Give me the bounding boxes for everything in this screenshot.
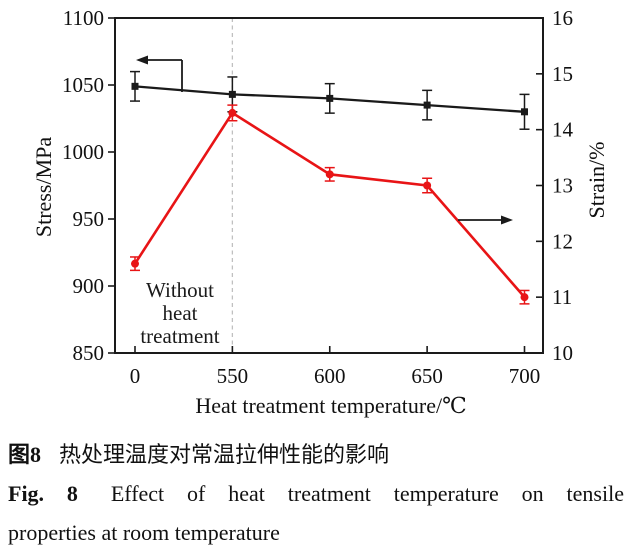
x-axis-tick-label: 650 — [411, 364, 443, 388]
chart-area: 850 900 950 1000 1050 1100 10 11 12 13 14 15 16 0 550 6… — [31, 6, 609, 418]
right-arrowhead-icon — [501, 215, 513, 225]
annotation-without-heat-treatment: Without heat treatment — [140, 278, 220, 348]
right-axis-tick-label: 16 — [552, 6, 573, 30]
caption-line-en-1: Fig. 8 Effect of heat treatment temperat… — [8, 474, 624, 513]
left-axis-tick-label: 950 — [73, 207, 105, 231]
stress-marker-square — [228, 90, 236, 98]
caption-en-text-1: Effect of heat treatment temperature on … — [110, 481, 624, 506]
right-axis-pointer-arrow — [458, 215, 513, 225]
x-axis-tick-label: 600 — [314, 364, 346, 388]
strain-line — [133, 111, 526, 299]
caption-zh-text: 热处理温度对常温拉伸性能的影响 — [59, 442, 390, 467]
left-axis-tick-label: 850 — [73, 341, 105, 365]
left-axis-title: Stress/MPa — [31, 136, 56, 238]
x-axis-tick-label: 0 — [130, 364, 141, 388]
right-axis-tick-label: 15 — [552, 62, 573, 86]
strain-marker-circle — [423, 181, 432, 190]
left-axis-tick-label: 1050 — [62, 73, 104, 97]
strain-marker-circle — [325, 170, 334, 179]
strain-marker-circle — [520, 293, 529, 302]
caption-line-en-2: properties at room temperature — [8, 520, 280, 545]
x-axis-title: Heat treatment temperature/℃ — [195, 393, 467, 418]
strain-marker-circle — [131, 259, 139, 268]
x-axis-tick-label: 550 — [217, 364, 249, 388]
right-axis-tick-label: 13 — [552, 174, 573, 198]
caption-en-prefix: Fig. 8 — [8, 481, 78, 506]
caption-line-zh: 图8 热处理温度对常温拉伸性能的影响 — [8, 435, 624, 474]
right-axis-tick-label: 11 — [552, 285, 572, 309]
right-axis-tick-label: 10 — [552, 341, 573, 365]
caption-zh-prefix: 图8 — [8, 442, 42, 467]
x-axis: 0 550 600 650 700 — [130, 346, 541, 388]
left-arrowhead-icon — [136, 55, 148, 65]
stress-marker-square — [521, 108, 528, 116]
right-axis-tick-label: 14 — [552, 118, 574, 142]
strain-marker-circle — [228, 108, 237, 117]
stress-marker-square — [326, 94, 334, 102]
left-axis-tick-label: 1000 — [62, 140, 104, 164]
stress-marker-square — [423, 101, 431, 109]
x-axis-tick-label: 700 — [509, 364, 541, 388]
right-axis-title: Strain/% — [584, 141, 609, 219]
figure-caption: 图8 热处理温度对常温拉伸性能的影响 Fig. 8 Effect of heat … — [8, 435, 624, 552]
right-axis-tick-label: 12 — [552, 229, 573, 253]
left-axis-tick-label: 1100 — [63, 6, 104, 30]
left-axis-pointer-arrow — [136, 55, 183, 92]
strain-series — [130, 104, 530, 305]
stress-marker-square — [131, 82, 139, 90]
plot-canvas: 850 900 950 1000 1050 1100 10 11 12 13 14 15 16 0 550 6… — [62, 6, 574, 388]
right-axis: 10 11 12 13 14 15 16 — [536, 6, 574, 365]
left-axis: 850 900 950 1000 1050 1100 — [62, 6, 115, 365]
left-axis-tick-label: 900 — [73, 274, 105, 298]
stress-series — [130, 70, 530, 130]
